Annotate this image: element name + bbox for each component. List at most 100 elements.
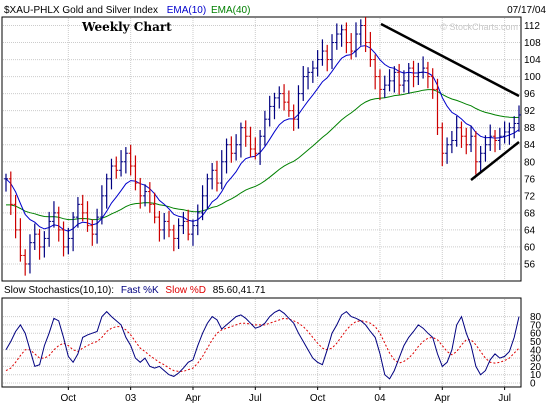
ema-40-line [6,89,520,221]
price-tick-label: 100 [524,72,541,83]
price-bar [473,131,478,175]
price-bar [310,60,315,83]
price-bar [425,61,430,89]
price-bar [219,150,224,190]
price-bar [330,34,335,70]
price-bar [272,92,277,120]
price-tick-label: 64 [524,225,536,236]
trendline-lower [470,141,520,181]
price-bar [334,23,339,50]
price-bar [95,208,100,244]
price-bar [75,197,80,228]
price-bar [248,126,253,158]
price-bar [358,19,363,46]
price-bar [133,155,138,191]
x-tick-label: 03 [125,393,137,404]
price-bar [152,192,157,224]
price-bar [18,218,23,262]
price-tick-label: 92 [524,106,536,117]
price-bar [517,105,521,132]
price-tick-label: 68 [524,208,536,219]
x-tick-label: Apr [185,393,201,404]
price-bar [344,22,349,54]
price-tick-label: 56 [524,259,536,270]
ema-10-path [5,45,520,232]
price-bar [162,212,167,240]
price-bar [373,54,378,90]
price-bar [138,177,143,209]
price-bar [229,136,234,163]
stoch-tick-label: 10 [530,370,542,381]
fast-k-path [5,309,520,380]
ema-10-line [5,45,520,232]
price-bar [353,22,358,58]
ema-fast-legend: EMA(10) [167,5,206,16]
price-bar [243,120,248,147]
price-bar [61,221,66,257]
price-bar [238,122,243,158]
price-tick-label: 72 [524,191,536,202]
ema-40-path [6,89,520,221]
x-tick-label: Oct [61,393,77,404]
price-bar [210,162,215,190]
price-bar [507,122,512,145]
stoch-tick-label: 50 [530,337,542,348]
price-bar [277,86,282,109]
price-bar [291,104,296,131]
price-bar [325,44,330,72]
price-bar [143,184,148,207]
price-bar [114,156,119,179]
price-bar [32,223,37,250]
price-bar [478,145,483,173]
price-bar [80,194,85,222]
price-bar [454,116,459,147]
price-bar [13,194,18,239]
price-bar [23,249,28,276]
trendline-upper [380,22,520,98]
price-bar [387,69,392,92]
price-bar [234,134,239,161]
price-bar [47,211,52,247]
price-bar [382,75,387,98]
price-bar [411,60,416,88]
price-bar [51,201,56,228]
price-bar [4,173,8,192]
price-bar [377,69,382,100]
price-bar [176,218,181,250]
price-bar [90,219,95,246]
price-tick-label: 76 [524,174,536,185]
price-grid [3,18,520,280]
price-bar [171,224,176,252]
fast-k-line [5,309,520,380]
price-bar [445,137,450,164]
price-bar [320,39,325,66]
x-tick-label: Oct [310,393,326,404]
stoch-tick-label: 70 [530,320,542,331]
x-tick-label: Jul [249,393,262,404]
price-bar [186,209,191,241]
price-bar [497,127,502,150]
price-tick-label: 88 [524,123,536,134]
price-bar [157,210,162,242]
price-bar [315,50,320,77]
price-bar [469,125,474,153]
price-bar [440,122,445,167]
price-bar [99,185,104,225]
price-tick-label: 96 [524,89,536,100]
price-bar [286,90,291,117]
price-bar [195,204,200,236]
price-tick-label: 80 [524,157,536,168]
price-bar [421,56,426,79]
price-bar [296,85,301,129]
chart-date: 07/17/04 [507,5,546,16]
stoch-tick-label: 60 [530,329,542,340]
price-bar [37,229,42,260]
price-bar [282,84,287,111]
price-panel [1,16,522,282]
stochastics-label: Slow Stochastics(10,10): [4,285,114,296]
price-bar [267,95,272,127]
stoch-tick-label: 40 [530,345,542,356]
price-bar [109,158,114,190]
